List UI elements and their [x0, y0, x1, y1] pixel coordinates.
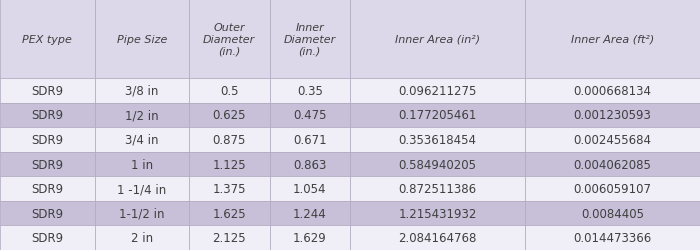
Bar [270, 201, 350, 226]
Text: 0.584940205: 0.584940205 [398, 158, 477, 171]
Bar [94, 0, 189, 79]
Text: 1.625: 1.625 [212, 207, 246, 220]
Bar [350, 152, 525, 176]
Text: SDR9: SDR9 [32, 134, 63, 146]
Bar [0, 79, 94, 103]
Text: 0.863: 0.863 [293, 158, 326, 171]
Bar [270, 176, 350, 201]
Text: 0.475: 0.475 [293, 109, 326, 122]
Bar [189, 176, 270, 201]
Bar [350, 128, 525, 152]
Text: 0.875: 0.875 [213, 134, 246, 146]
Bar [189, 201, 270, 226]
Bar [525, 128, 700, 152]
Text: 0.353618454: 0.353618454 [398, 134, 477, 146]
Bar [189, 128, 270, 152]
Text: 0.000668134: 0.000668134 [573, 84, 652, 98]
Text: Pipe Size: Pipe Size [117, 34, 167, 44]
Text: 1-1/2 in: 1-1/2 in [119, 207, 164, 220]
Bar [525, 152, 700, 176]
Bar [350, 226, 525, 250]
Bar [350, 176, 525, 201]
Text: PEX type: PEX type [22, 34, 72, 44]
Bar [270, 79, 350, 103]
Bar [525, 103, 700, 128]
Bar [0, 201, 94, 226]
Text: 0.5: 0.5 [220, 84, 239, 98]
Text: 2.084164768: 2.084164768 [398, 231, 477, 244]
Bar [94, 79, 189, 103]
Bar [0, 176, 94, 201]
Text: SDR9: SDR9 [32, 158, 63, 171]
Bar [270, 128, 350, 152]
Text: 1.125: 1.125 [212, 158, 246, 171]
Bar [350, 103, 525, 128]
Bar [0, 103, 94, 128]
Text: SDR9: SDR9 [32, 207, 63, 220]
Bar [270, 103, 350, 128]
Text: 1.244: 1.244 [293, 207, 327, 220]
Text: 0.872511386: 0.872511386 [398, 182, 477, 195]
Text: 0.006059107: 0.006059107 [573, 182, 652, 195]
Bar [189, 79, 270, 103]
Text: SDR9: SDR9 [32, 109, 63, 122]
Bar [0, 0, 94, 79]
Bar [94, 128, 189, 152]
Bar [189, 152, 270, 176]
Bar [525, 79, 700, 103]
Bar [0, 128, 94, 152]
Bar [189, 226, 270, 250]
Text: 1 -1/4 in: 1 -1/4 in [117, 182, 167, 195]
Text: 1.054: 1.054 [293, 182, 326, 195]
Text: 1.375: 1.375 [213, 182, 246, 195]
Bar [94, 201, 189, 226]
Text: SDR9: SDR9 [32, 182, 63, 195]
Text: 3/4 in: 3/4 in [125, 134, 158, 146]
Text: 0.177205461: 0.177205461 [398, 109, 477, 122]
Text: 0.0084405: 0.0084405 [581, 207, 644, 220]
Bar [0, 226, 94, 250]
Text: 1.629: 1.629 [293, 231, 327, 244]
Bar [350, 79, 525, 103]
Text: 0.096211275: 0.096211275 [398, 84, 477, 98]
Text: Inner Area (in²): Inner Area (in²) [395, 34, 480, 44]
Text: 0.625: 0.625 [213, 109, 246, 122]
Bar [525, 0, 700, 79]
Text: 0.35: 0.35 [297, 84, 323, 98]
Bar [189, 0, 270, 79]
Text: Inner
Diameter
(in.): Inner Diameter (in.) [284, 23, 336, 56]
Text: 1.215431932: 1.215431932 [398, 207, 477, 220]
Bar [270, 0, 350, 79]
Text: 2 in: 2 in [131, 231, 153, 244]
Text: Inner Area (ft²): Inner Area (ft²) [571, 34, 654, 44]
Bar [525, 226, 700, 250]
Bar [0, 152, 94, 176]
Bar [350, 0, 525, 79]
Text: 1 in: 1 in [131, 158, 153, 171]
Bar [270, 226, 350, 250]
Bar [270, 152, 350, 176]
Text: SDR9: SDR9 [32, 84, 63, 98]
Text: 0.014473366: 0.014473366 [573, 231, 652, 244]
Text: Outer
Diameter
(in.): Outer Diameter (in.) [203, 23, 256, 56]
Text: 3/8 in: 3/8 in [125, 84, 158, 98]
Bar [94, 103, 189, 128]
Text: 0.001230593: 0.001230593 [573, 109, 652, 122]
Text: 0.671: 0.671 [293, 134, 327, 146]
Text: 1/2 in: 1/2 in [125, 109, 159, 122]
Text: 0.002455684: 0.002455684 [573, 134, 652, 146]
Bar [189, 103, 270, 128]
Bar [350, 201, 525, 226]
Bar [525, 201, 700, 226]
Text: 2.125: 2.125 [212, 231, 246, 244]
Bar [525, 176, 700, 201]
Bar [94, 176, 189, 201]
Text: SDR9: SDR9 [32, 231, 63, 244]
Bar [94, 226, 189, 250]
Text: 0.004062085: 0.004062085 [573, 158, 652, 171]
Bar [94, 152, 189, 176]
